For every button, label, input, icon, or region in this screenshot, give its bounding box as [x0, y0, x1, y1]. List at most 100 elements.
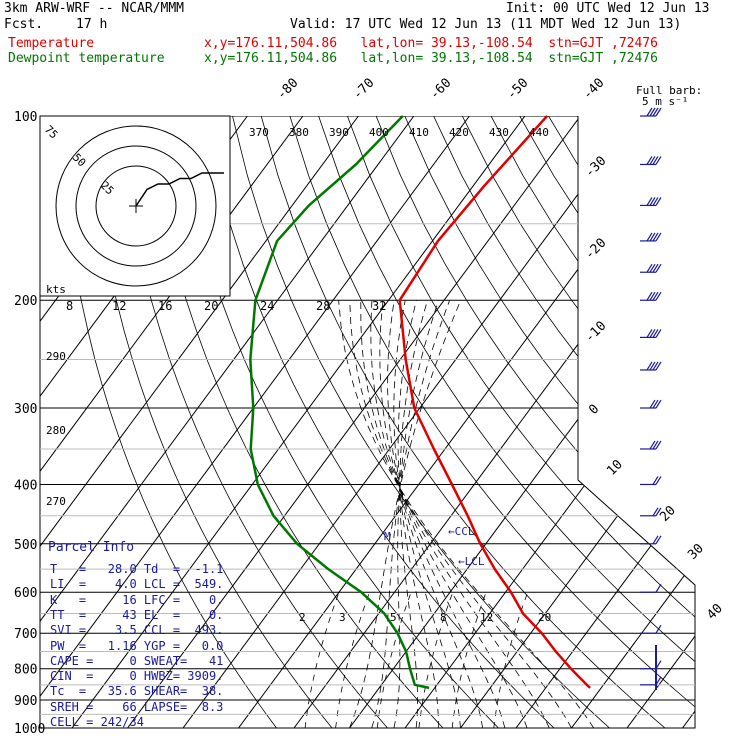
- forecast-hour: 17 h: [76, 17, 108, 32]
- wind-barb-flag: [655, 507, 662, 517]
- wind-legend-value: 5 m s⁻¹: [642, 95, 689, 108]
- pressure-label: 700: [14, 627, 37, 642]
- parcel-info-row: CELL = 242/34: [50, 715, 144, 729]
- speed-scale-label: 8: [66, 299, 73, 313]
- theta-label: 410: [409, 126, 429, 139]
- wind-barb: [640, 263, 662, 273]
- dry-adiabat-line: [634, 116, 695, 728]
- wind-barb-flag: [652, 361, 659, 371]
- isotherm-line: [40, 116, 415, 728]
- mixing-ratio-label: 3: [339, 611, 346, 624]
- parcel-info-row: K = 16 LFC = 0.: [50, 592, 224, 607]
- theta-label: 390: [329, 126, 349, 139]
- temperature-tick-label: 30: [685, 541, 707, 563]
- hodograph-trace: [135, 172, 224, 207]
- theta-e-label: 280: [46, 424, 66, 437]
- mixing-ratio-label: 5: [390, 611, 397, 624]
- wind-barb-flag: [655, 361, 662, 371]
- isotherm-line: [404, 116, 695, 728]
- wind-barb-flag: [652, 476, 659, 485]
- theta-label: 440: [529, 126, 549, 139]
- wind-barb-flag: [649, 440, 656, 450]
- temperature-tick-label: -60: [427, 76, 454, 103]
- dry-adiabat-line: [404, 116, 695, 728]
- moist-adiabat-line: [349, 300, 572, 728]
- dewpoint-location: x,y=176.11,504.86 lat,lon= 39.13,-108.54…: [204, 51, 658, 66]
- mixing-ratio-label: 12: [480, 611, 493, 624]
- wind-barb: [640, 624, 662, 634]
- temperature-legend: Temperature: [8, 36, 95, 51]
- isotherm-line: [71, 116, 526, 728]
- wind-barb-flag: [655, 583, 662, 593]
- mixing-ratio-label: 8: [440, 611, 447, 624]
- wind-barb: [640, 676, 662, 686]
- isotherm-line: [293, 116, 695, 728]
- wind-barb: [640, 399, 662, 409]
- temperature-location: x,y=176.11,504.86 lat,lon= 39.13,-108.54…: [204, 36, 658, 51]
- parcel-info-row: SVI = 3.5 CCL = 493.: [50, 623, 224, 638]
- wind-barb-flag: [652, 291, 659, 301]
- dry-adiabat-line: [203, 116, 555, 728]
- pressure-label: 900: [14, 694, 37, 709]
- isotherm-line: [349, 116, 695, 728]
- wind-barb-flag: [655, 440, 662, 450]
- wind-barb-flag: [646, 156, 653, 165]
- wind-barb-flag: [652, 535, 659, 545]
- temperature-tick-label: 0: [586, 402, 602, 418]
- pressure-label: 300: [14, 402, 37, 417]
- temperature-tick-label: -80: [274, 76, 301, 103]
- temperature-tick-label: -70: [350, 76, 377, 103]
- wind-barb-flag: [646, 361, 653, 371]
- isotherm-line: [182, 116, 637, 728]
- wind-barb: [640, 361, 662, 371]
- wind-barb-flag: [649, 329, 656, 338]
- isotherm-line: [127, 116, 581, 728]
- wind-barb: [640, 507, 662, 517]
- speed-scale-label: 12: [112, 299, 126, 313]
- wind-barb: [640, 107, 662, 117]
- wind-barb: [640, 476, 662, 486]
- wind-barb-flag: [655, 329, 662, 338]
- temperature-tick-label: -50: [504, 76, 531, 103]
- parcel-info-title: Parcel Info: [48, 540, 135, 555]
- parcel-info-row: TT = 43 EL = 0.: [50, 607, 224, 622]
- wind-barb-flag: [649, 399, 656, 409]
- wind-barb: [640, 291, 662, 301]
- moist-adiabat-line: [393, 300, 461, 728]
- wind-barb-flag: [649, 197, 656, 206]
- model-title: 3km ARW-WRF -- NCAR/MMM: [4, 1, 185, 16]
- wind-barb-flag: [649, 291, 656, 301]
- hodograph-ring: [95, 165, 177, 247]
- annotation-label: M: [384, 530, 391, 543]
- temperature-tick-label: -20: [582, 236, 609, 263]
- wind-barb-flag: [652, 399, 659, 409]
- wind-legend-title: Full barb:: [636, 84, 703, 97]
- speed-scale-label: 16: [158, 299, 172, 313]
- speed-scale-label: 28: [316, 299, 330, 313]
- wind-barb-flag: [655, 263, 662, 273]
- moist-adiabat-line: [379, 300, 506, 728]
- wind-barb-flag: [652, 156, 659, 165]
- dewpoint-legend: Dewpoint temperature: [8, 51, 165, 66]
- wind-barb-flag: [649, 107, 656, 117]
- wind-barb-flag: [646, 329, 653, 338]
- moist-adiabat-line: [349, 300, 462, 728]
- temperature-profile: [398, 115, 591, 689]
- dry-adiabat-line: [461, 116, 695, 728]
- wind-barb-flag: [649, 263, 656, 273]
- isotherm-line: [40, 116, 470, 728]
- wind-barb-flag: [652, 197, 659, 206]
- speed-scale-label: 32: [372, 299, 386, 313]
- parcel-info-row: SREH = 66 LAPSE= 8.3: [50, 699, 224, 714]
- wind-barb-flag: [646, 263, 653, 273]
- theta-label: 420: [449, 126, 469, 139]
- wind-barb: [640, 535, 662, 545]
- theta-label: 380: [289, 126, 309, 139]
- wind-barb-flag: [652, 507, 659, 517]
- speed-scale-label: 20: [204, 299, 218, 313]
- temperature-tick-label: 20: [657, 503, 679, 525]
- theta-label: 430: [489, 126, 509, 139]
- hodograph-ring: [55, 125, 217, 287]
- dry-adiabat-line: [260, 116, 666, 728]
- wind-barb-flag: [655, 156, 662, 165]
